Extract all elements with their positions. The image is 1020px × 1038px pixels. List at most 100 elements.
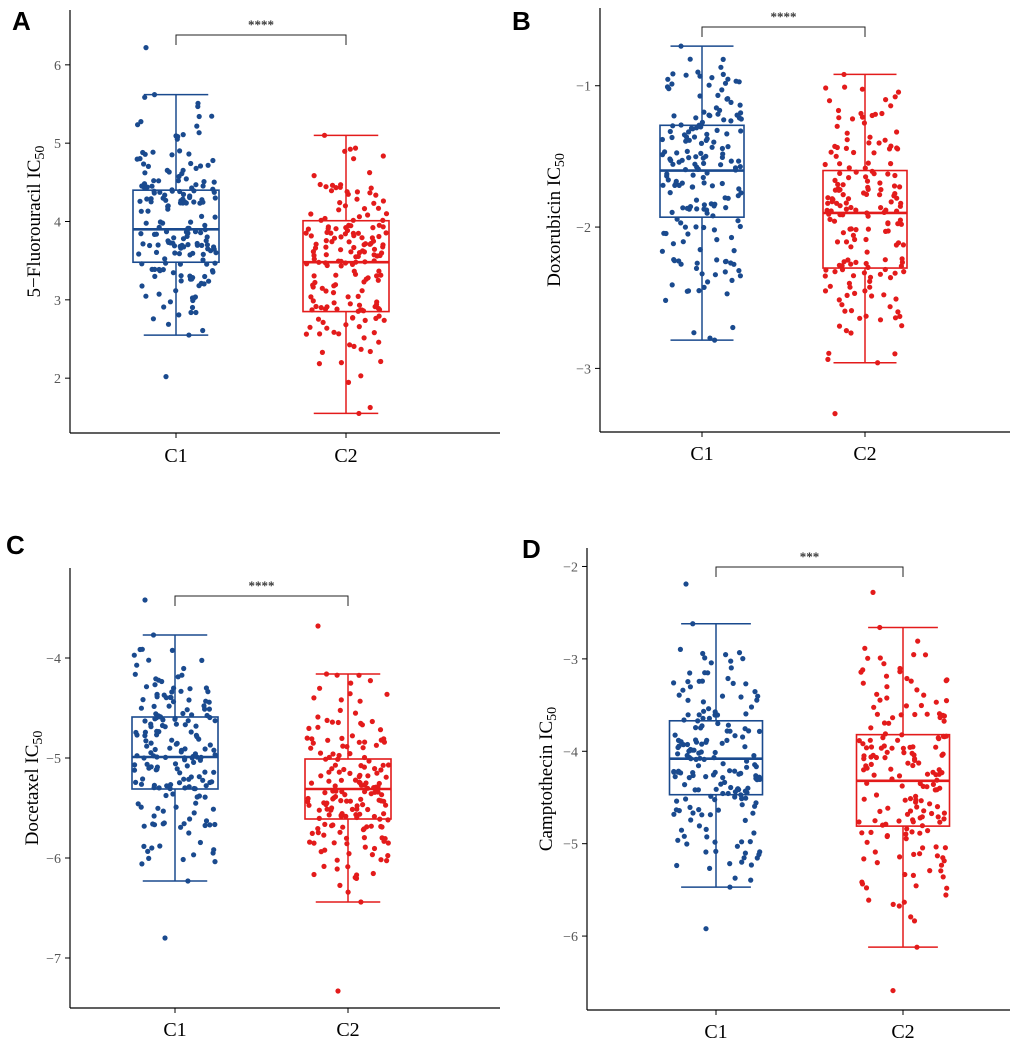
data-point	[687, 670, 693, 676]
data-point	[207, 714, 213, 721]
data-point	[738, 190, 744, 196]
data-point	[176, 780, 183, 786]
data-point	[927, 868, 933, 874]
data-point	[165, 321, 172, 327]
data-point	[862, 645, 868, 651]
data-point	[361, 335, 367, 341]
data-point	[667, 190, 673, 196]
data-point	[665, 76, 671, 82]
data-point	[711, 755, 717, 761]
data-point	[723, 652, 729, 658]
data-point	[343, 835, 350, 841]
data-point	[737, 273, 743, 279]
data-point	[151, 231, 158, 237]
data-point	[675, 837, 681, 843]
data-point	[669, 282, 675, 288]
data-point	[383, 211, 390, 217]
data-point	[720, 71, 726, 77]
data-point	[198, 230, 204, 236]
data-point	[883, 97, 889, 103]
data-point	[143, 684, 150, 690]
data-point	[874, 860, 880, 866]
data-point	[704, 131, 710, 137]
data-point	[920, 783, 926, 789]
data-point	[868, 761, 874, 767]
data-point	[863, 260, 869, 267]
data-point	[722, 80, 729, 86]
data-point	[142, 151, 148, 157]
data-point	[694, 206, 700, 212]
data-point	[171, 685, 177, 691]
data-point	[736, 268, 742, 274]
data-point	[921, 692, 927, 698]
y-tick-label: −2	[576, 221, 591, 236]
data-point	[178, 824, 184, 830]
data-point	[334, 866, 340, 872]
data-point	[682, 782, 688, 788]
data-point	[139, 646, 145, 652]
data-point	[724, 728, 730, 734]
outlier-point	[890, 987, 896, 994]
outlier-point	[335, 988, 341, 994]
data-point	[138, 208, 144, 214]
data-point	[342, 231, 348, 237]
data-point	[172, 715, 178, 721]
data-point	[734, 843, 740, 849]
data-point	[899, 732, 905, 738]
data-point	[308, 745, 314, 751]
data-point	[189, 295, 196, 301]
data-point	[717, 107, 723, 113]
data-point	[922, 652, 929, 658]
outlier-point	[703, 926, 709, 932]
data-point	[755, 693, 761, 699]
data-point	[178, 688, 184, 694]
data-point	[376, 222, 382, 228]
data-point	[204, 261, 210, 267]
data-point	[193, 723, 199, 729]
data-point	[728, 784, 734, 791]
data-point	[160, 808, 166, 814]
data-point	[138, 705, 144, 711]
data-point	[696, 823, 702, 829]
data-point	[362, 317, 368, 323]
data-point	[349, 733, 355, 739]
data-point	[185, 718, 191, 724]
data-point	[885, 805, 891, 811]
data-point	[728, 99, 734, 105]
data-point	[178, 245, 184, 251]
data-point	[191, 199, 197, 205]
data-point	[869, 293, 875, 299]
data-point	[374, 299, 380, 305]
data-point	[189, 755, 195, 761]
data-point	[383, 230, 389, 236]
data-point	[181, 776, 187, 782]
data-point	[356, 302, 363, 308]
data-point	[737, 223, 743, 230]
data-point	[863, 745, 870, 751]
data-point	[743, 795, 749, 801]
data-point	[183, 200, 189, 206]
data-point	[211, 769, 217, 775]
data-point	[911, 918, 918, 924]
data-point	[152, 266, 158, 272]
data-point	[714, 237, 720, 243]
outlier-point	[142, 597, 148, 603]
data-point	[368, 823, 374, 829]
data-point	[871, 150, 877, 156]
data-point	[322, 847, 328, 853]
data-point	[362, 844, 368, 850]
data-point	[186, 830, 192, 836]
data-point	[149, 183, 155, 189]
y-axis-label: Doxorubicin IC50	[544, 153, 568, 287]
data-point	[752, 762, 758, 768]
data-point	[748, 877, 754, 883]
outlier-point	[832, 411, 838, 417]
data-point	[151, 178, 157, 184]
data-point	[159, 722, 166, 729]
data-point	[683, 72, 689, 78]
data-point	[718, 64, 724, 70]
data-point	[163, 260, 169, 266]
data-point	[347, 146, 353, 152]
data-point	[148, 196, 154, 202]
data-point	[859, 881, 866, 887]
